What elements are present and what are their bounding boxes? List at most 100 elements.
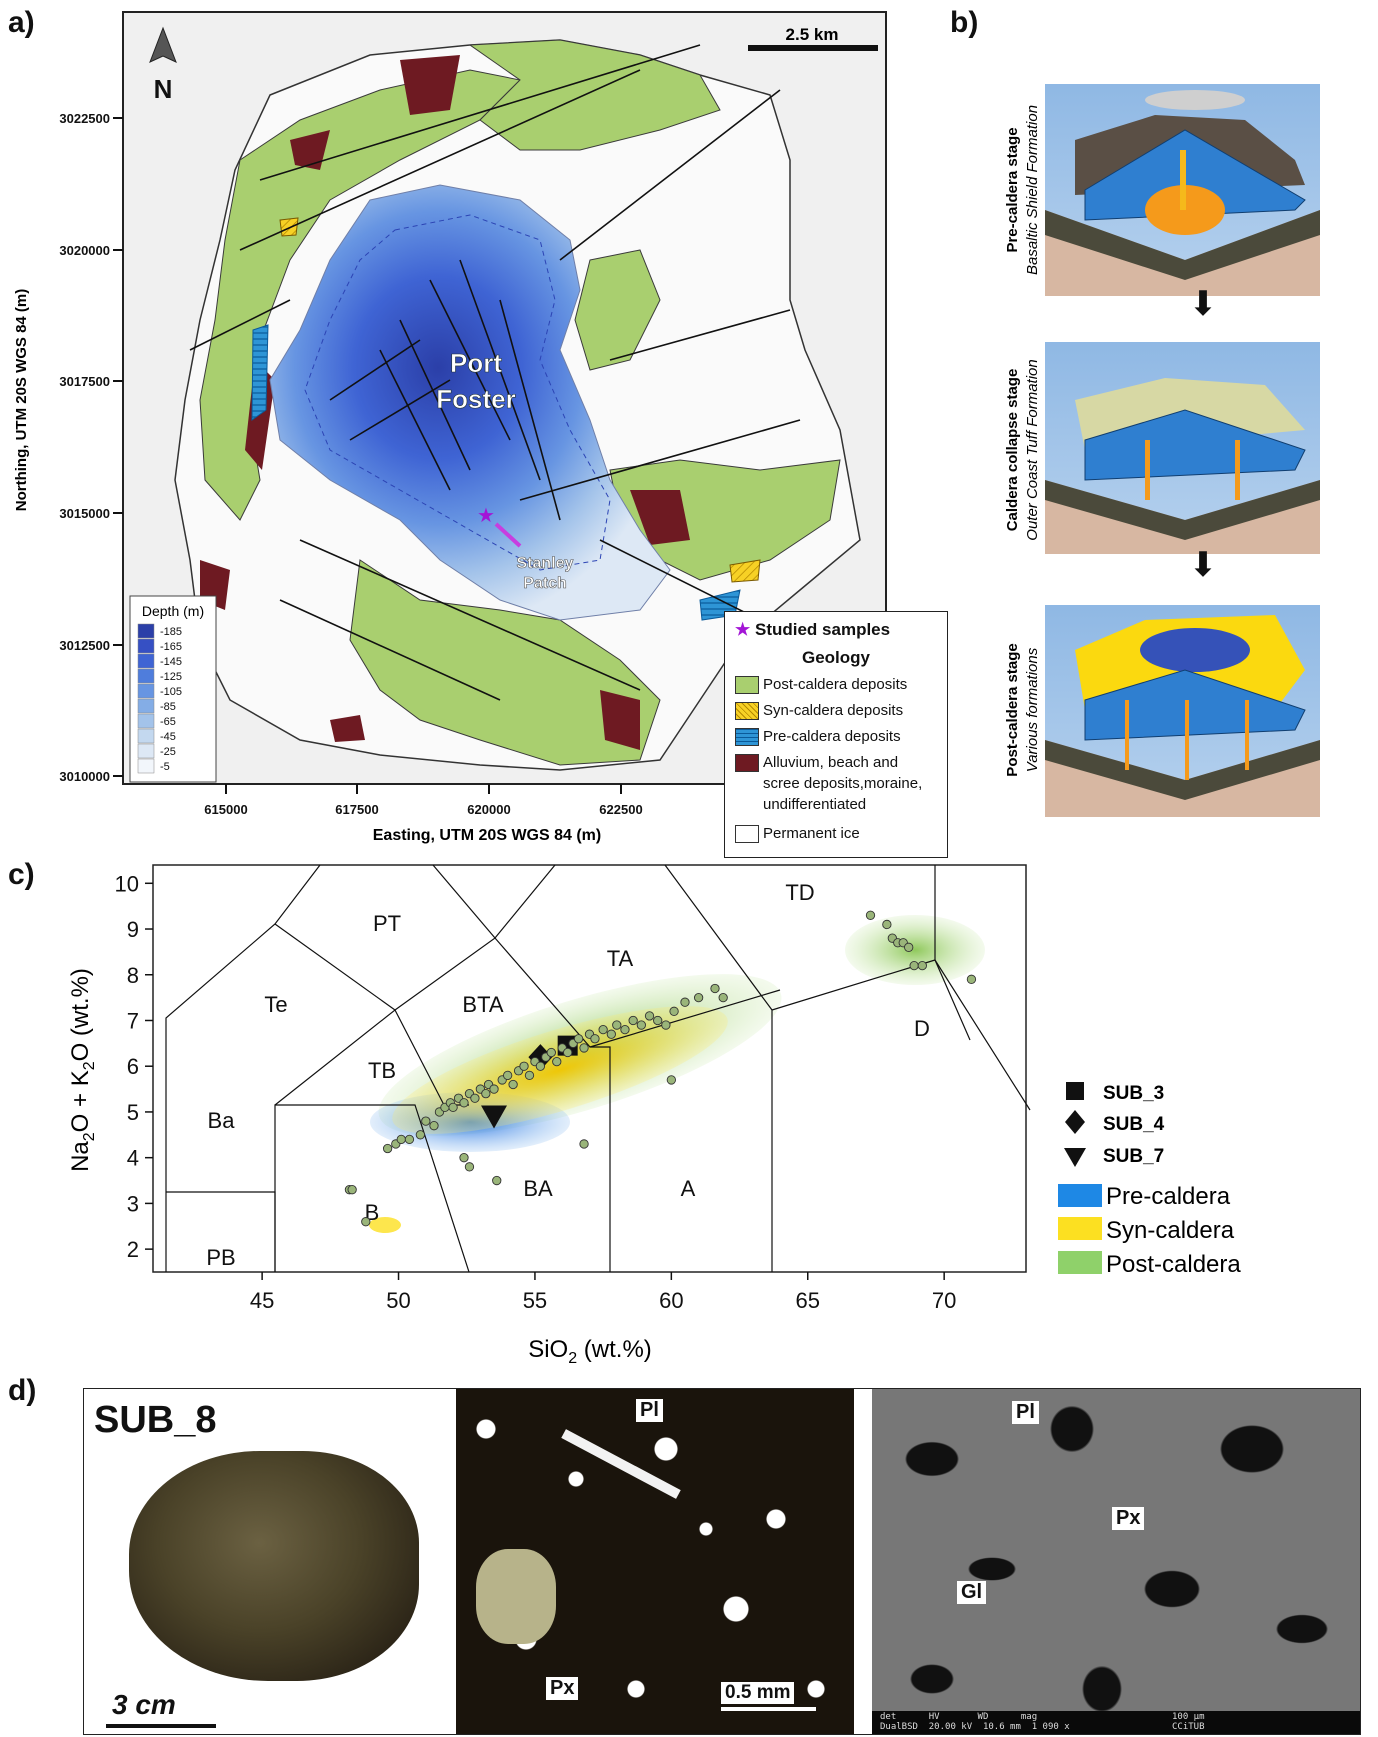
data-point	[361, 1217, 371, 1227]
depth-level-label: -145	[160, 656, 182, 668]
rock-scale-bar	[106, 1724, 216, 1728]
tas-group-legend: Pre-caldera Syn-caldera Post-caldera	[1058, 1183, 1241, 1278]
y-axis-ticks: 3022500 3020000 3017500 3015000 3012500 …	[59, 111, 123, 784]
sample-pointer	[494, 522, 522, 548]
depth-legend-title: Depth (m)	[142, 603, 204, 619]
stage-caldera-collapse-diagram	[1045, 342, 1320, 554]
field-label: Ba	[208, 1108, 236, 1133]
data-point	[612, 1020, 622, 1030]
sem-label-px: Px	[1112, 1507, 1145, 1530]
port-foster-bay	[269, 184, 671, 621]
legend-triangle-icon	[1064, 1148, 1086, 1167]
data-point	[552, 1056, 562, 1067]
legend-swatch-alluvium	[735, 754, 759, 772]
legend-label-post: Post-caldera deposits	[763, 676, 908, 693]
depth-swatch	[137, 638, 155, 654]
syn-caldera-patch	[279, 217, 299, 237]
data-point	[535, 1061, 546, 1071]
data-point	[415, 1130, 426, 1140]
stage-label: Caldera collapse stage	[1004, 369, 1021, 532]
legend-swatch-pre	[1058, 1184, 1102, 1207]
legend-label-alluvium-2: scree deposits,moraine,	[763, 775, 923, 792]
post-caldera-north	[468, 39, 721, 151]
y-tick-label: 8	[127, 963, 139, 988]
tas-diagram: TD PT TA Te BTA D TB Ba BA A B PB 45 50 55…	[67, 864, 1241, 1367]
depth-swatch	[137, 623, 155, 639]
data-point	[620, 1024, 630, 1035]
depth-level-label: -25	[160, 746, 176, 758]
data-point	[669, 1006, 679, 1016]
data-point	[661, 1020, 671, 1030]
data-point	[904, 942, 914, 952]
arrow-down-icon: ⬇	[1189, 285, 1218, 323]
x-axis-ticks: 615000 617500 620000 622500	[204, 784, 643, 817]
data-point	[524, 1070, 535, 1081]
sem-footer-line-1: det HV WD mag	[880, 1712, 1038, 1722]
sem-footer-line-2: DualBSD 20.00 kV 10.6 mm 1 090 x	[880, 1722, 1070, 1732]
x-tick-label: 620000	[467, 802, 510, 817]
panel-a-letter: a)	[8, 6, 35, 39]
depth-swatch	[137, 743, 155, 759]
depth-swatch	[137, 728, 155, 744]
data-point	[909, 960, 919, 971]
depth-level-label: -125	[160, 671, 182, 683]
depth-level-label: -105	[160, 686, 182, 698]
rock-scale-label: 3 cm	[112, 1689, 176, 1720]
legend-swatch-pre	[735, 728, 759, 746]
stage-pre-caldera-diagram	[1045, 84, 1320, 296]
data-point	[882, 919, 892, 930]
y-tick-label: 10	[115, 871, 139, 896]
tas-field-boundaries	[165, 864, 1031, 1273]
depth-swatch	[137, 698, 155, 714]
sem-label-pl: Pl	[1012, 1401, 1039, 1424]
depth-level-label: -65	[160, 716, 176, 728]
data-point	[481, 1089, 491, 1099]
formation-label: Outer Coast Tuff Formation	[1024, 359, 1041, 540]
post-caldera-south	[349, 559, 661, 766]
data-point	[718, 992, 728, 1003]
data-point	[590, 1034, 600, 1044]
data-point	[680, 997, 690, 1007]
alluvium-patch	[290, 130, 330, 170]
data-point	[579, 1139, 589, 1149]
map-y-title: Northing, UTM 20S WGS 84 (m)	[13, 289, 30, 512]
field-label: TB	[368, 1058, 396, 1083]
depth-swatch	[137, 653, 155, 669]
studied-samples-label: Studied samples	[754, 620, 891, 639]
site-label-patch: Patch	[523, 575, 567, 592]
data-point	[429, 1121, 439, 1131]
legend-group-label: Syn-caldera	[1106, 1217, 1235, 1244]
geology-legend: ★ Studied samples Geology Post-caldera d…	[724, 611, 948, 858]
panel-b-letter: b)	[950, 6, 979, 39]
sample-photo-strip: SUB_8 3 cm Pl Px 0.5 mm Pl Px Gl det HV …	[83, 1388, 1361, 1735]
data-point	[606, 1029, 616, 1039]
data-point	[470, 1093, 480, 1103]
data-point	[459, 1098, 469, 1108]
sem-footer-scale: 100 μm	[1172, 1712, 1205, 1722]
data-point	[382, 1143, 393, 1154]
data-point	[546, 1047, 556, 1058]
y-tick-label: 3022500	[59, 111, 110, 126]
y-tick-label: 7	[127, 1008, 139, 1033]
thin-label-pl: Pl	[636, 1399, 663, 1422]
depth-level-label: -45	[160, 731, 176, 743]
lake-title-foster: Foster	[436, 384, 515, 414]
field-label: BA	[523, 1176, 553, 1201]
x-tick-label: 50	[386, 1288, 410, 1313]
sem-footer-lab: CCiTUB	[1172, 1722, 1205, 1732]
lake-title-port: Port	[450, 348, 502, 378]
y-tick-label: 6	[127, 1054, 139, 1079]
data-point	[573, 1034, 584, 1044]
legend-diamond-icon	[1065, 1110, 1085, 1134]
data-point	[508, 1079, 518, 1090]
field-label: PT	[373, 911, 401, 936]
pre-caldera-patch	[251, 324, 269, 421]
depth-swatch	[137, 713, 155, 729]
legend-label-syn: Syn-caldera deposits	[763, 702, 904, 719]
depth-legend-items: -185 -165 -145 -125 -105 -85 -65 -45 -25 -5	[137, 623, 182, 774]
sem-label-gl: Gl	[957, 1581, 987, 1604]
depth-swatch	[137, 758, 155, 774]
legend-swatch-ice	[735, 825, 759, 843]
data-point	[966, 974, 977, 984]
